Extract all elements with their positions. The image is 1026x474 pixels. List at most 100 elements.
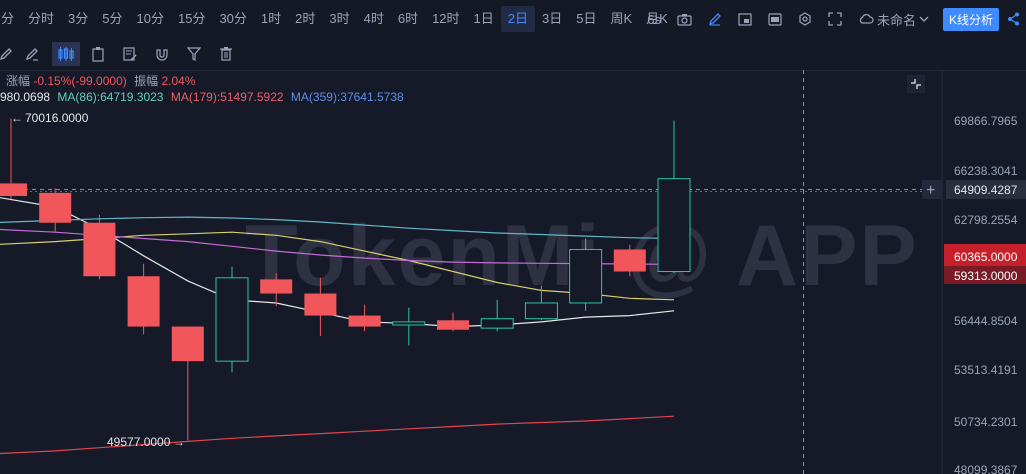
candle-body bbox=[569, 248, 603, 304]
interval-2[interactable]: 3分 bbox=[68, 11, 89, 26]
candle-2[interactable] bbox=[83, 214, 116, 280]
interval-14[interactable]: 2日 bbox=[500, 6, 536, 32]
candle-body bbox=[0, 183, 27, 196]
candle-body bbox=[348, 315, 381, 327]
candle-body bbox=[524, 302, 558, 320]
high-arrow-icon: ← bbox=[11, 111, 23, 125]
candle-4[interactable] bbox=[171, 326, 204, 441]
interval-12[interactable]: 12时 bbox=[432, 11, 460, 26]
ma-line-magenta bbox=[0, 228, 675, 265]
top-toolbar: 分分时 3分 5分 10分 15分 30分 1时 2时 3时 4时 6时 12时 1日 2日 3日 5日 周K 月… bbox=[0, 0, 1026, 39]
candle-10[interactable] bbox=[437, 312, 469, 332]
interval-3[interactable]: 5分 bbox=[102, 11, 123, 26]
candle-1[interactable] bbox=[39, 188, 72, 233]
ma-lines bbox=[0, 197, 675, 455]
interval-6[interactable]: 30分 bbox=[219, 11, 247, 26]
price-tick-5: 50734.2301 bbox=[954, 415, 1018, 429]
candle-body bbox=[127, 276, 160, 327]
change-value: -0.15%(-99.0000) bbox=[33, 74, 127, 88]
interval-9[interactable]: 3时 bbox=[329, 11, 350, 26]
candle-12[interactable] bbox=[524, 285, 558, 321]
interval-5[interactable]: 15分 bbox=[177, 11, 206, 26]
candle-body bbox=[480, 318, 514, 329]
ma-info: 980.0698 MA(86):64719.3023 MA(179):51497… bbox=[0, 90, 404, 104]
price-tag-1-value: 60365.0000 bbox=[954, 250, 1018, 264]
trash-icon[interactable] bbox=[212, 42, 240, 66]
candle-8[interactable] bbox=[348, 304, 381, 332]
layout-selector[interactable]: 未命名 bbox=[858, 10, 929, 29]
top-right-controls: 6s 未命名 K线分析 bbox=[639, 0, 1026, 38]
interval-17[interactable]: 周K bbox=[610, 11, 633, 26]
ma-line-red bbox=[0, 415, 675, 455]
candle-11[interactable] bbox=[480, 299, 514, 332]
candle-body bbox=[83, 222, 116, 277]
video-icon[interactable] bbox=[768, 12, 782, 26]
change-info: 涨幅 -0.15%(-99.0000) 振幅 2.04% bbox=[6, 72, 195, 89]
candle-13[interactable] bbox=[569, 238, 603, 311]
clipboard-icon[interactable] bbox=[84, 42, 112, 66]
price-tag-2-value: 59313.0000 bbox=[954, 269, 1018, 283]
pen-icon[interactable] bbox=[708, 12, 722, 26]
amplitude-value: 2.04% bbox=[161, 74, 196, 88]
price-tick-4: 53513.4191 bbox=[954, 363, 1018, 377]
collapse-icon[interactable] bbox=[907, 75, 925, 93]
ma4-value: MA(359):37641.5738 bbox=[290, 90, 404, 104]
interval-7[interactable]: 1时 bbox=[260, 11, 282, 26]
low-arrow-icon: → bbox=[173, 435, 185, 449]
chevron-down-icon bbox=[919, 16, 929, 22]
candlestick-chart[interactable]: TokenMi @ APP 69866.796566238.304162798.… bbox=[0, 70, 1026, 474]
candle-body bbox=[304, 293, 337, 316]
price-tag-2: 59313.0000 bbox=[944, 266, 1026, 284]
interval-1[interactable]: 分时 bbox=[28, 11, 55, 26]
brush-icon[interactable] bbox=[18, 42, 46, 66]
candles-icon[interactable] bbox=[52, 42, 80, 66]
interval-18[interactable]: 月K bbox=[646, 11, 668, 26]
candle-9[interactable] bbox=[392, 307, 426, 346]
interval-11[interactable]: 6时 bbox=[397, 11, 419, 26]
candle-body bbox=[260, 279, 293, 294]
drawing-toolbar bbox=[0, 38, 1026, 71]
interval-13[interactable]: 1日 bbox=[473, 11, 494, 26]
interval-10[interactable]: 4时 bbox=[363, 11, 384, 26]
candle-0[interactable] bbox=[0, 118, 27, 200]
edit-icon[interactable] bbox=[116, 42, 144, 66]
share-icon[interactable] bbox=[1007, 12, 1020, 26]
settings-icon[interactable] bbox=[798, 12, 812, 26]
candle-body bbox=[613, 249, 646, 272]
window-icon[interactable] bbox=[738, 12, 752, 26]
interval-16[interactable]: 5日 bbox=[576, 11, 597, 26]
price-tick-6: 48099.3867 bbox=[954, 463, 1018, 474]
pencil-icon[interactable] bbox=[0, 42, 20, 66]
magnet-icon[interactable] bbox=[148, 42, 176, 66]
candle-body bbox=[437, 320, 469, 330]
interval-15[interactable]: 3日 bbox=[542, 11, 563, 26]
kline-analysis-button[interactable]: K线分析 bbox=[942, 7, 999, 31]
price-tick-3: 56444.8504 bbox=[954, 314, 1018, 328]
price-tag-1: 60365.0000 bbox=[944, 244, 1026, 266]
cloud-icon bbox=[859, 14, 874, 24]
interval-0[interactable]: 分 bbox=[1, 11, 15, 26]
camera-icon[interactable] bbox=[677, 13, 692, 26]
plus-icon: + bbox=[926, 182, 935, 199]
high-annotation: ← 70016.0000 bbox=[11, 111, 89, 125]
candle-body bbox=[657, 178, 691, 273]
candle-body bbox=[39, 192, 72, 223]
ma3-value: MA(179):51497.5922 bbox=[170, 90, 284, 104]
candle-14[interactable] bbox=[613, 244, 646, 277]
candle-3[interactable] bbox=[127, 263, 160, 335]
candle-body bbox=[171, 326, 204, 362]
price-axis: 69866.7965 66238.3041 62798.2554 56444.8504… bbox=[954, 114, 1018, 474]
interval-8[interactable]: 2时 bbox=[295, 11, 316, 26]
add-alert-button[interactable]: + bbox=[922, 180, 942, 199]
candle-7[interactable] bbox=[304, 277, 337, 337]
interval-4[interactable]: 10分 bbox=[136, 11, 164, 26]
filter-icon[interactable] bbox=[180, 42, 208, 66]
candle-6[interactable] bbox=[260, 273, 293, 307]
crosshair-price-tag: 64909.4287 bbox=[946, 180, 1026, 199]
fullscreen-icon[interactable] bbox=[828, 12, 842, 26]
candle-15[interactable] bbox=[657, 120, 691, 274]
countdown-label: 6s bbox=[647, 11, 661, 27]
candle-5[interactable] bbox=[215, 266, 249, 373]
candle-body bbox=[392, 321, 426, 326]
